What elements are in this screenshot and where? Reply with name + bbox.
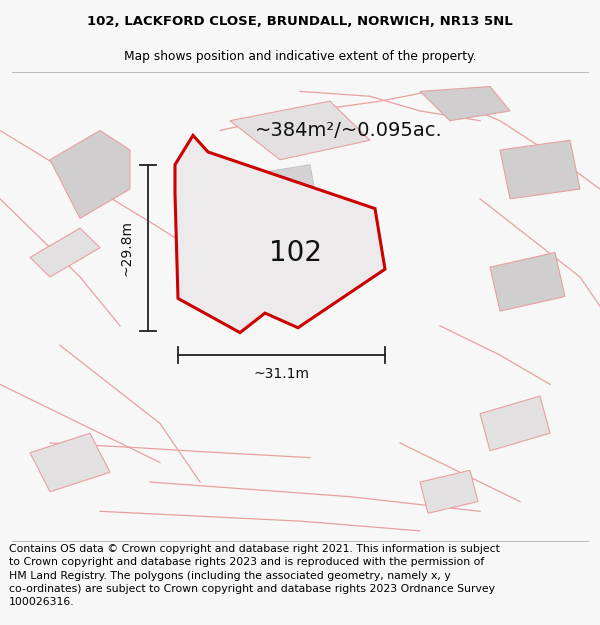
Text: Contains OS data © Crown copyright and database right 2021. This information is : Contains OS data © Crown copyright and d…: [9, 544, 500, 607]
Polygon shape: [175, 136, 385, 332]
Polygon shape: [420, 470, 478, 513]
Polygon shape: [420, 86, 510, 121]
Text: ~31.1m: ~31.1m: [254, 367, 310, 381]
Text: 102: 102: [269, 239, 322, 266]
Text: ~384m²/~0.095ac.: ~384m²/~0.095ac.: [255, 121, 443, 140]
Polygon shape: [230, 101, 370, 160]
Text: Map shows position and indicative extent of the property.: Map shows position and indicative extent…: [124, 49, 476, 62]
Polygon shape: [500, 140, 580, 199]
Text: 102, LACKFORD CLOSE, BRUNDALL, NORWICH, NR13 5NL: 102, LACKFORD CLOSE, BRUNDALL, NORWICH, …: [87, 15, 513, 28]
Polygon shape: [30, 433, 110, 492]
Polygon shape: [220, 164, 330, 292]
Polygon shape: [50, 131, 130, 218]
Polygon shape: [490, 253, 565, 311]
Polygon shape: [480, 396, 550, 451]
Polygon shape: [30, 228, 100, 277]
Text: ~29.8m: ~29.8m: [120, 219, 134, 276]
